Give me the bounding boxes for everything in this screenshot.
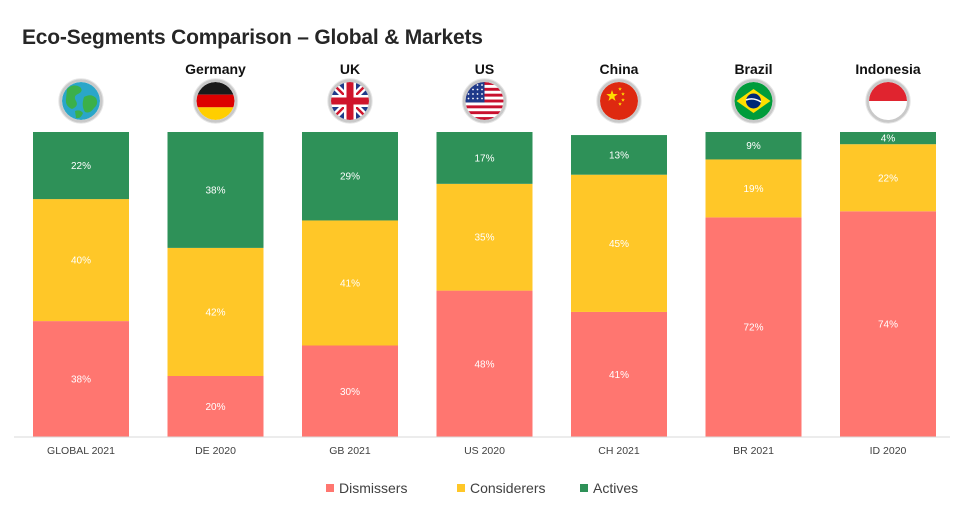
data-label-actives-de-2020: 38% bbox=[205, 185, 225, 196]
x-tick-label-br-2021: BR 2021 bbox=[733, 445, 774, 457]
data-label-dismissers-de-2020: 20% bbox=[205, 402, 225, 413]
bar-actives-ch-2021 bbox=[571, 135, 667, 175]
x-tick-label-global-2021: GLOBAL 2021 bbox=[47, 445, 115, 457]
bar-actives-gb-2021 bbox=[302, 132, 398, 221]
legend-label-considerers: Considerers bbox=[470, 480, 545, 496]
x-tick-label-id-2020: ID 2020 bbox=[870, 445, 907, 457]
bars bbox=[33, 132, 936, 437]
china-flag-icon bbox=[596, 78, 642, 124]
germany-flag-icon bbox=[192, 78, 239, 124]
bar-dismissers-us-2020 bbox=[436, 290, 533, 437]
data-label-dismissers-gb-2021: 30% bbox=[340, 387, 360, 398]
data-label-actives-global-2021: 22% bbox=[71, 161, 91, 172]
bar-actives-global-2021 bbox=[33, 132, 129, 200]
market-label-us: US bbox=[475, 61, 494, 77]
data-label-considerers-de-2020: 42% bbox=[205, 307, 225, 318]
data-label-dismissers-global-2021: 38% bbox=[71, 375, 91, 386]
bar-dismissers-global-2021 bbox=[33, 321, 129, 437]
us-flag-icon bbox=[461, 78, 508, 124]
bar-considerers-gb-2021 bbox=[302, 220, 398, 346]
market-icons bbox=[58, 78, 911, 124]
data-label-actives-us-2020: 17% bbox=[474, 153, 494, 164]
data-label-considerers-us-2020: 35% bbox=[474, 233, 494, 244]
chart-title: Eco-Segments Comparison – Global & Marke… bbox=[22, 26, 483, 49]
bar-actives-id-2020 bbox=[840, 132, 936, 145]
brazil-flag-icon bbox=[730, 78, 777, 124]
bar-considerers-ch-2021 bbox=[571, 174, 667, 312]
bar-considerers-us-2020 bbox=[436, 183, 533, 291]
legend-item-actives: Actives bbox=[580, 480, 638, 496]
uk-flag-icon bbox=[327, 78, 373, 124]
legend: Dismissers Considerers Actives bbox=[326, 480, 638, 496]
labels: 38% 40% 22% GLOBAL 2021 20% 42% 38% DE 2020 Germ… bbox=[47, 61, 921, 457]
data-label-dismissers-ch-2021: 41% bbox=[609, 370, 629, 381]
bar-actives-de-2020 bbox=[167, 132, 264, 248]
legend-swatch-dismissers bbox=[326, 484, 334, 492]
market-label-germany: Germany bbox=[185, 61, 246, 77]
data-label-actives-br-2021: 9% bbox=[746, 141, 761, 152]
bar-considerers-de-2020 bbox=[167, 247, 264, 376]
market-label-china: China bbox=[600, 61, 639, 77]
market-label-brazil: Brazil bbox=[734, 61, 772, 77]
bar-actives-us-2020 bbox=[436, 132, 533, 184]
data-label-dismissers-id-2020: 74% bbox=[878, 320, 898, 331]
x-tick-label-us-2020: US 2020 bbox=[464, 445, 505, 457]
x-tick-label-gb-2021: GB 2021 bbox=[329, 445, 371, 457]
legend-swatch-considerers bbox=[457, 484, 465, 492]
bar-actives-br-2021 bbox=[705, 132, 802, 160]
market-label-indonesia: Indonesia bbox=[855, 61, 921, 77]
data-label-considerers-global-2021: 40% bbox=[71, 256, 91, 267]
legend-label-dismissers: Dismissers bbox=[339, 480, 407, 496]
bar-dismissers-de-2020 bbox=[167, 376, 264, 437]
data-label-dismissers-br-2021: 72% bbox=[743, 323, 763, 334]
data-label-dismissers-us-2020: 48% bbox=[474, 359, 494, 370]
bar-dismissers-id-2020 bbox=[840, 211, 936, 437]
indonesia-flag-icon bbox=[865, 78, 911, 124]
bar-considerers-br-2021 bbox=[705, 159, 802, 218]
data-label-actives-ch-2021: 13% bbox=[609, 150, 629, 161]
globe-icon bbox=[58, 78, 104, 124]
bar-dismissers-gb-2021 bbox=[302, 345, 398, 437]
bar-dismissers-br-2021 bbox=[705, 217, 802, 437]
legend-item-considerers: Considerers bbox=[457, 480, 545, 496]
data-label-considerers-br-2021: 19% bbox=[743, 184, 763, 195]
market-label-uk: UK bbox=[340, 61, 360, 77]
bar-considerers-global-2021 bbox=[33, 199, 129, 322]
data-label-actives-gb-2021: 29% bbox=[340, 172, 360, 183]
data-label-considerers-ch-2021: 45% bbox=[609, 239, 629, 250]
x-tick-label-de-2020: DE 2020 bbox=[195, 445, 236, 457]
data-label-actives-id-2020: 4% bbox=[881, 134, 896, 145]
legend-item-dismissers: Dismissers bbox=[326, 480, 407, 496]
x-tick-label-ch-2021: CH 2021 bbox=[598, 445, 640, 457]
bar-dismissers-ch-2021 bbox=[571, 311, 667, 437]
bar-considerers-id-2020 bbox=[840, 144, 936, 212]
legend-swatch-actives bbox=[580, 484, 588, 492]
data-label-considerers-id-2020: 22% bbox=[878, 173, 898, 184]
legend-label-actives: Actives bbox=[593, 480, 638, 496]
data-label-considerers-gb-2021: 41% bbox=[340, 278, 360, 289]
